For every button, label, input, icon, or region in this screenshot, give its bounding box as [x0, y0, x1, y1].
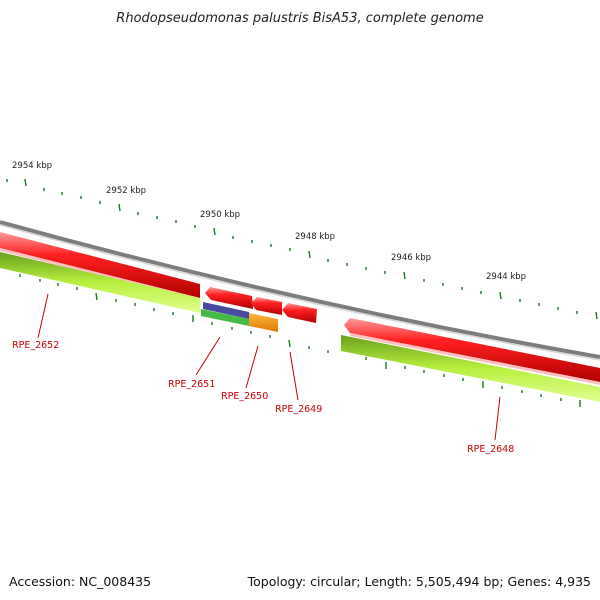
gene-label-leaders — [37, 293, 501, 441]
scale-labels: 2954 kbp 2952 kbp 2950 kbp 2948 kbp 2946… — [12, 161, 526, 282]
gene-label: RPE_2648 — [467, 444, 514, 455]
gene-green-left — [0, 252, 200, 313]
gene-green-right — [341, 335, 600, 402]
genome-summary-text: Topology: circular; Length: 5,505,494 bp… — [247, 574, 591, 589]
gene-label: RPE_2651 — [168, 379, 215, 390]
scale-label: 2948 kbp — [295, 232, 335, 242]
scale-ticks-outer — [6, 178, 598, 320]
gene-labels: RPE_2652 RPE_2651 RPE_2650 RPE_2649 RPE_… — [12, 340, 514, 455]
scale-label: 2944 kbp — [486, 272, 526, 282]
gene-green-small — [201, 309, 249, 326]
scale-label: 2950 kbp — [200, 210, 240, 220]
gene-label: RPE_2650 — [221, 391, 268, 402]
gene-label: RPE_2649 — [275, 404, 322, 415]
scale-label: 2946 kbp — [391, 253, 431, 263]
genome-backbone — [0, 220, 600, 359]
gene-blue — [203, 302, 249, 319]
map-title: Rhodopseudomonas palustris BisA53, compl… — [116, 11, 483, 26]
gene-orange — [249, 313, 278, 332]
gene-red-arrow-1 — [205, 287, 253, 309]
scale-label: 2954 kbp — [12, 161, 52, 171]
gene-red-left — [0, 232, 200, 298]
gene-red-right — [344, 318, 600, 382]
forward-genes — [0, 232, 600, 385]
gene-red-arrow-2 — [251, 297, 282, 315]
accession-text: Accession: NC_008435 — [9, 574, 151, 589]
scale-ticks-inner — [19, 274, 581, 407]
gene-red-arrow-3 — [282, 303, 317, 323]
scale-label: 2952 kbp — [106, 186, 146, 196]
reverse-genes — [0, 252, 600, 402]
gene-label: RPE_2652 — [12, 340, 59, 351]
